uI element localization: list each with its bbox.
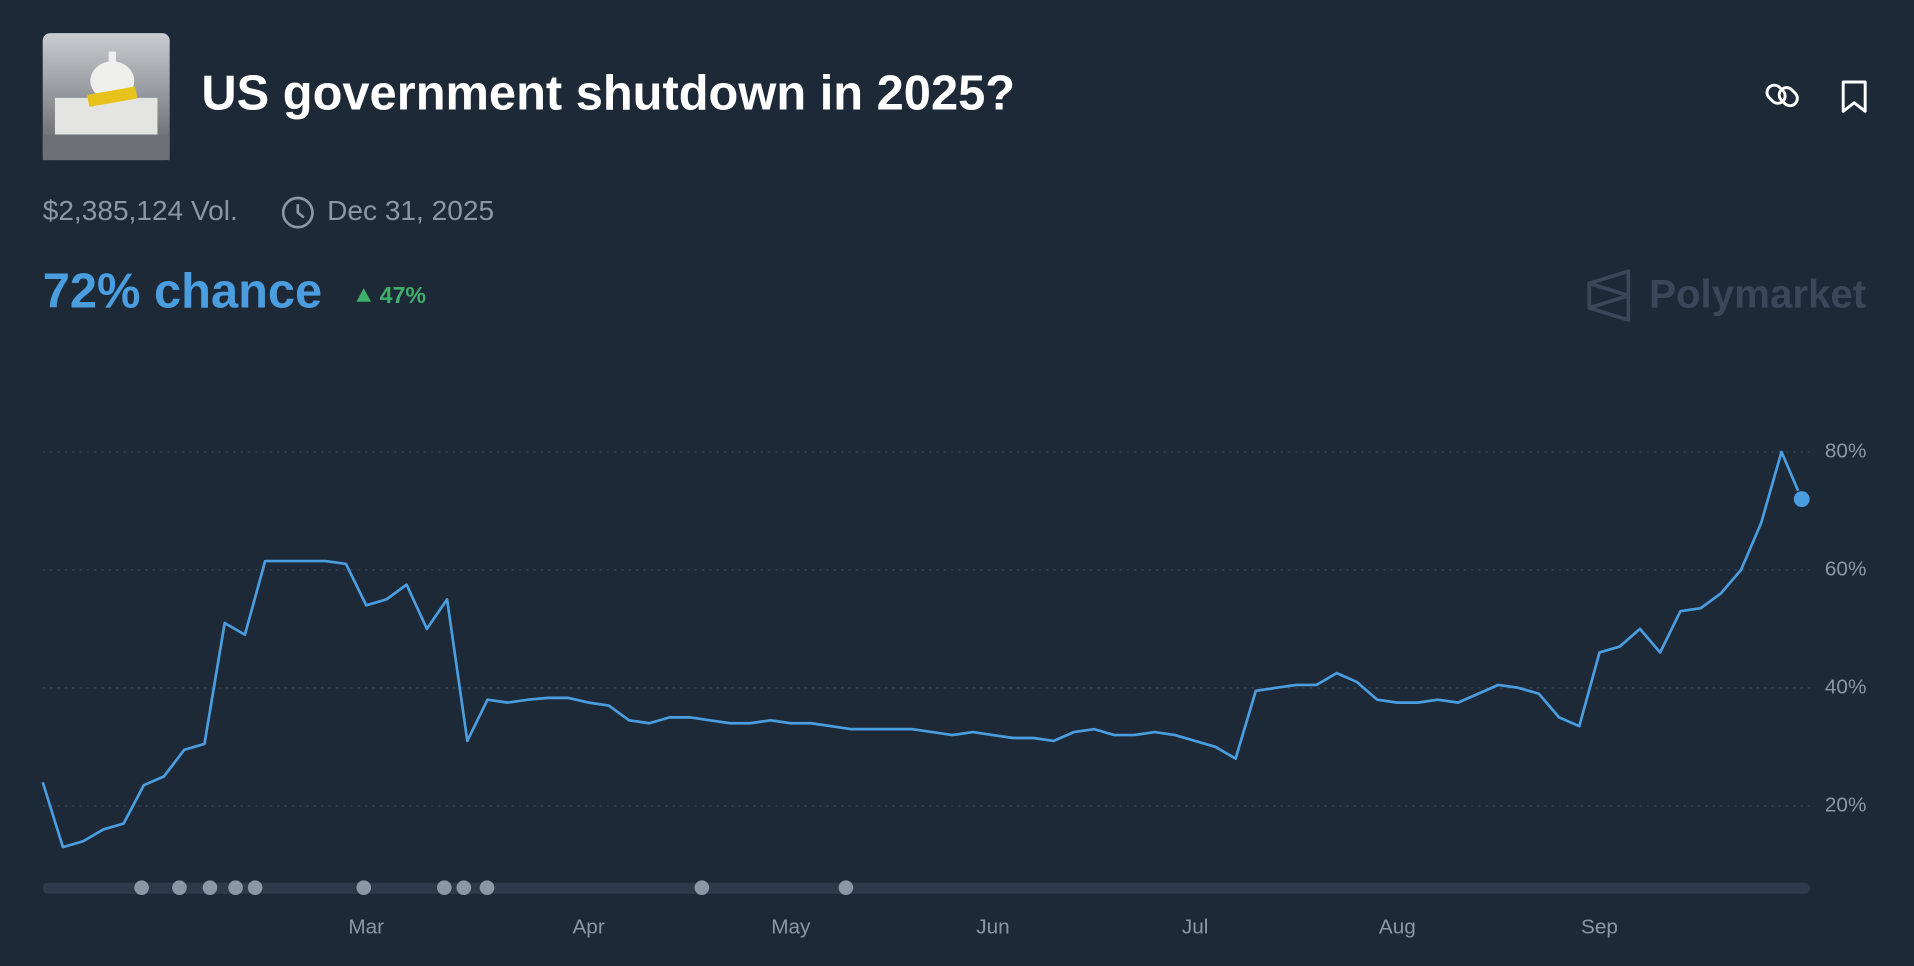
x-tick-label: Jul [1182,915,1209,938]
plot: 20% 40% 60% 80% Mar Apr May Jun Jul Aug Sep [41,439,1867,938]
x-tick-label: Aug [1379,915,1416,938]
price-line [41,450,1803,849]
volume: $2,385,124 Vol. [43,195,238,226]
x-tick-label: May [771,915,811,938]
x-tick-label: Apr [572,915,604,938]
chance: 72% chance [43,264,322,318]
bookmark-button[interactable] [1841,80,1867,113]
market-title: US government shutdown in 2025? [201,67,1015,121]
y-tick-label: 20% [1825,793,1867,816]
y-tick-label: 80% [1825,439,1867,462]
brand-logo [1587,269,1631,322]
x-tick-label: Jun [976,915,1009,938]
timeline-slider[interactable] [42,880,1811,895]
market-image [42,33,170,161]
link-button[interactable] [1764,82,1800,109]
change-arrow [356,288,372,302]
current-point [1792,489,1811,509]
end-date: Dec 31, 2025 [327,195,494,226]
x-tick-label: Sep [1581,915,1618,938]
y-tick-label: 60% [1825,557,1867,580]
x-tick-label: Mar [348,915,384,938]
brand: Polymarket [1649,271,1866,316]
change: 47% [380,282,426,308]
clock-icon [281,196,314,229]
y-tick-label: 40% [1825,675,1867,698]
